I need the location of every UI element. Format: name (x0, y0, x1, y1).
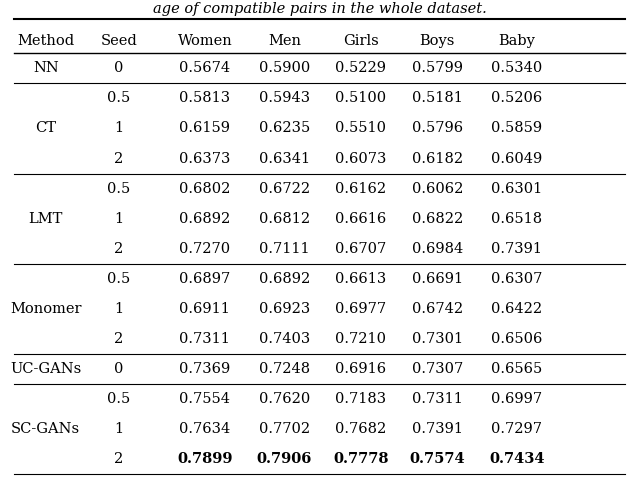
Text: 0.5206: 0.5206 (491, 91, 543, 106)
Text: 0.6923: 0.6923 (259, 302, 310, 316)
Text: 0.5340: 0.5340 (491, 61, 543, 76)
Text: 0.6742: 0.6742 (412, 302, 463, 316)
Text: 0.5799: 0.5799 (412, 61, 463, 76)
Text: 0.6182: 0.6182 (412, 151, 463, 166)
Text: 0.5: 0.5 (107, 182, 131, 196)
Text: 0.6897: 0.6897 (179, 272, 230, 286)
Text: 0.6977: 0.6977 (336, 302, 387, 316)
Text: NN: NN (33, 61, 59, 76)
Text: 0.7778: 0.7778 (333, 452, 389, 466)
Text: 0.6049: 0.6049 (491, 151, 543, 166)
Text: 0.6802: 0.6802 (179, 182, 230, 196)
Text: 0.7311: 0.7311 (179, 332, 230, 346)
Text: 0.5229: 0.5229 (336, 61, 387, 76)
Text: 0.7634: 0.7634 (179, 422, 230, 436)
Text: 0.5859: 0.5859 (491, 121, 542, 136)
Text: 0.5674: 0.5674 (179, 61, 230, 76)
Text: 0.6073: 0.6073 (336, 151, 387, 166)
Text: 0.6159: 0.6159 (179, 121, 230, 136)
Text: 0.7270: 0.7270 (179, 242, 230, 256)
Text: 0: 0 (114, 362, 124, 376)
Text: 0.5100: 0.5100 (336, 91, 387, 106)
Text: 0.6722: 0.6722 (259, 182, 310, 196)
Text: 0.6422: 0.6422 (491, 302, 542, 316)
Text: 0.6341: 0.6341 (259, 151, 310, 166)
Text: 0.7899: 0.7899 (177, 452, 233, 466)
Text: Women: Women (177, 34, 232, 48)
Text: 0.6613: 0.6613 (336, 272, 387, 286)
Text: LMT: LMT (29, 212, 63, 226)
Text: 0.6812: 0.6812 (259, 212, 310, 226)
Text: 0.7434: 0.7434 (489, 452, 545, 466)
Text: 0.5900: 0.5900 (259, 61, 310, 76)
Text: 0.7574: 0.7574 (410, 452, 465, 466)
Text: 0: 0 (114, 61, 124, 76)
Text: 0.5796: 0.5796 (412, 121, 463, 136)
Text: 0.7183: 0.7183 (336, 392, 387, 406)
Text: 1: 1 (114, 121, 124, 136)
Text: 0.6616: 0.6616 (336, 212, 387, 226)
Text: 0.6506: 0.6506 (491, 332, 543, 346)
Text: 0.6916: 0.6916 (336, 362, 387, 376)
Text: 0.5181: 0.5181 (412, 91, 463, 106)
Text: 0.6373: 0.6373 (179, 151, 230, 166)
Text: Boys: Boys (420, 34, 455, 48)
Text: CT: CT (35, 121, 56, 136)
Text: Baby: Baby (498, 34, 535, 48)
Text: 0.7906: 0.7906 (257, 452, 312, 466)
Text: 0.6162: 0.6162 (336, 182, 387, 196)
Text: 0.7307: 0.7307 (412, 362, 463, 376)
Text: 0.7391: 0.7391 (412, 422, 463, 436)
Text: 0.7297: 0.7297 (491, 422, 542, 436)
Text: 2: 2 (114, 452, 124, 466)
Text: SC-GANs: SC-GANs (11, 422, 80, 436)
Text: 0.7301: 0.7301 (412, 332, 463, 346)
Text: 0.6984: 0.6984 (412, 242, 463, 256)
Text: Men: Men (268, 34, 301, 48)
Text: 0.6892: 0.6892 (179, 212, 230, 226)
Text: 2: 2 (114, 332, 124, 346)
Text: 0.6565: 0.6565 (491, 362, 543, 376)
Text: Seed: Seed (101, 34, 137, 48)
Text: age of compatible pairs in the whole dataset.: age of compatible pairs in the whole dat… (152, 2, 486, 16)
Text: 0.6518: 0.6518 (491, 212, 542, 226)
Text: 0.7111: 0.7111 (259, 242, 310, 256)
Text: 1: 1 (114, 422, 124, 436)
Text: 0.7682: 0.7682 (336, 422, 387, 436)
Text: 0.6307: 0.6307 (491, 272, 543, 286)
Text: 0.5510: 0.5510 (336, 121, 387, 136)
Text: 0.7403: 0.7403 (259, 332, 310, 346)
Text: Girls: Girls (343, 34, 379, 48)
Text: 2: 2 (114, 242, 124, 256)
Text: 0.7391: 0.7391 (491, 242, 542, 256)
Text: 0.6822: 0.6822 (412, 212, 463, 226)
Text: 0.6707: 0.6707 (336, 242, 387, 256)
Text: 0.7311: 0.7311 (412, 392, 463, 406)
Text: 2: 2 (114, 151, 124, 166)
Text: 0.7554: 0.7554 (179, 392, 230, 406)
Text: 0.5: 0.5 (107, 272, 131, 286)
Text: Monomer: Monomer (10, 302, 82, 316)
Text: 0.7248: 0.7248 (259, 362, 310, 376)
Text: 0.6062: 0.6062 (412, 182, 463, 196)
Text: 0.5813: 0.5813 (179, 91, 230, 106)
Text: 0.6235: 0.6235 (259, 121, 310, 136)
Text: 0.5: 0.5 (107, 392, 131, 406)
Text: Method: Method (17, 34, 74, 48)
Text: 0.6997: 0.6997 (491, 392, 542, 406)
Text: 0.6911: 0.6911 (179, 302, 230, 316)
Text: 0.7369: 0.7369 (179, 362, 230, 376)
Text: 0.7620: 0.7620 (259, 392, 310, 406)
Text: 0.7210: 0.7210 (336, 332, 387, 346)
Text: 0.6301: 0.6301 (491, 182, 543, 196)
Text: 1: 1 (114, 302, 124, 316)
Text: 0.5: 0.5 (107, 91, 131, 106)
Text: 0.6892: 0.6892 (259, 272, 310, 286)
Text: 0.7702: 0.7702 (259, 422, 310, 436)
Text: 0.5943: 0.5943 (259, 91, 310, 106)
Text: UC-GANs: UC-GANs (10, 362, 81, 376)
Text: 1: 1 (114, 212, 124, 226)
Text: 0.6691: 0.6691 (412, 272, 463, 286)
